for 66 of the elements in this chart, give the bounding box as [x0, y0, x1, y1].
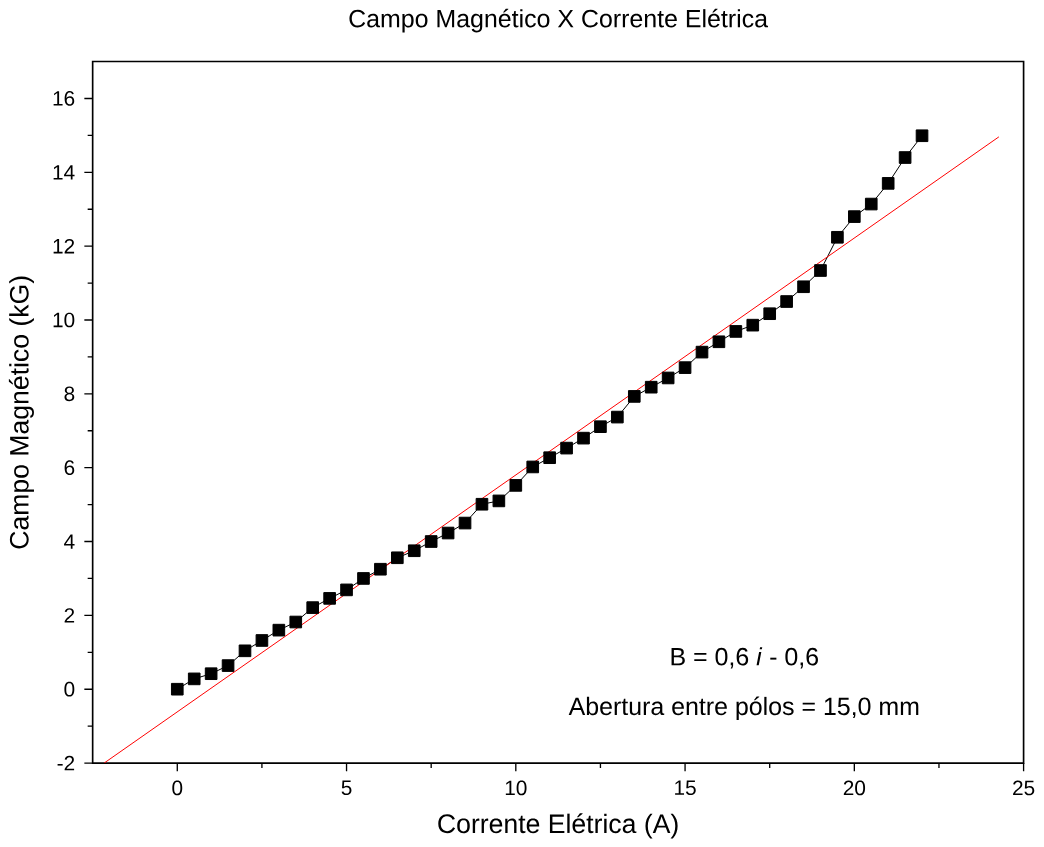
point — [170, 682, 184, 696]
point — [915, 129, 929, 142]
point — [340, 583, 353, 597]
point — [814, 264, 827, 277]
point — [797, 280, 810, 293]
point — [780, 295, 793, 308]
point — [627, 389, 641, 403]
point — [831, 230, 844, 244]
point — [509, 478, 523, 492]
x-tick-label: 0 — [172, 780, 183, 796]
y-axis-title: Campo Magnético (kG) — [8, 276, 34, 549]
point — [712, 335, 726, 348]
point — [729, 324, 743, 338]
point — [746, 318, 760, 332]
y-tick-label: 0 — [64, 681, 75, 697]
point — [644, 380, 658, 394]
y-tick-label: 6 — [64, 460, 75, 475]
point — [323, 591, 336, 605]
point — [526, 460, 540, 474]
x-tick-label: 10 — [505, 780, 527, 796]
point — [898, 151, 912, 164]
point — [695, 345, 709, 359]
point — [221, 659, 235, 672]
point — [763, 307, 777, 320]
point — [391, 551, 404, 564]
x-tick-label: 15 — [675, 780, 696, 795]
point — [577, 431, 590, 445]
point — [475, 497, 489, 511]
point — [306, 601, 320, 614]
point — [661, 371, 675, 385]
x-tick-label: 20 — [843, 780, 866, 796]
point — [492, 494, 506, 508]
y-tick-label: 16 — [53, 90, 75, 106]
point — [204, 667, 218, 680]
y-tick-label: 12 — [53, 238, 75, 254]
point — [560, 441, 573, 455]
y-tick-label: 10 — [53, 312, 75, 328]
y-tick-label: 4 — [64, 534, 75, 549]
point — [187, 672, 201, 686]
point — [594, 420, 607, 433]
point — [255, 634, 269, 647]
chart-title: Campo Magnético X Corrente Elétrica — [349, 8, 769, 33]
point — [407, 544, 421, 557]
y-tick-label: 8 — [64, 386, 75, 402]
point — [374, 562, 387, 576]
point — [458, 516, 472, 530]
point — [848, 210, 861, 223]
x-tick-label: 25 — [1013, 780, 1035, 796]
point — [238, 644, 252, 657]
point — [881, 176, 895, 190]
point — [441, 526, 455, 540]
point — [272, 623, 286, 637]
y-tick-label: -2 — [57, 755, 75, 771]
point — [678, 361, 692, 374]
point — [864, 197, 878, 211]
point — [424, 535, 438, 548]
annotation: B = 0,6 i - 0,6 — [671, 647, 818, 669]
point — [289, 615, 303, 629]
point — [611, 410, 624, 424]
x-tick-label: 5 — [341, 780, 352, 795]
y-tick-label: 14 — [53, 165, 75, 180]
annotation: Abertura entre pólos = 15,0 mm — [568, 696, 919, 720]
x-axis-title: Corrente Elétrica (A) — [438, 813, 678, 839]
point — [357, 571, 370, 585]
y-tick-label: 2 — [64, 607, 75, 623]
point — [543, 451, 556, 464]
